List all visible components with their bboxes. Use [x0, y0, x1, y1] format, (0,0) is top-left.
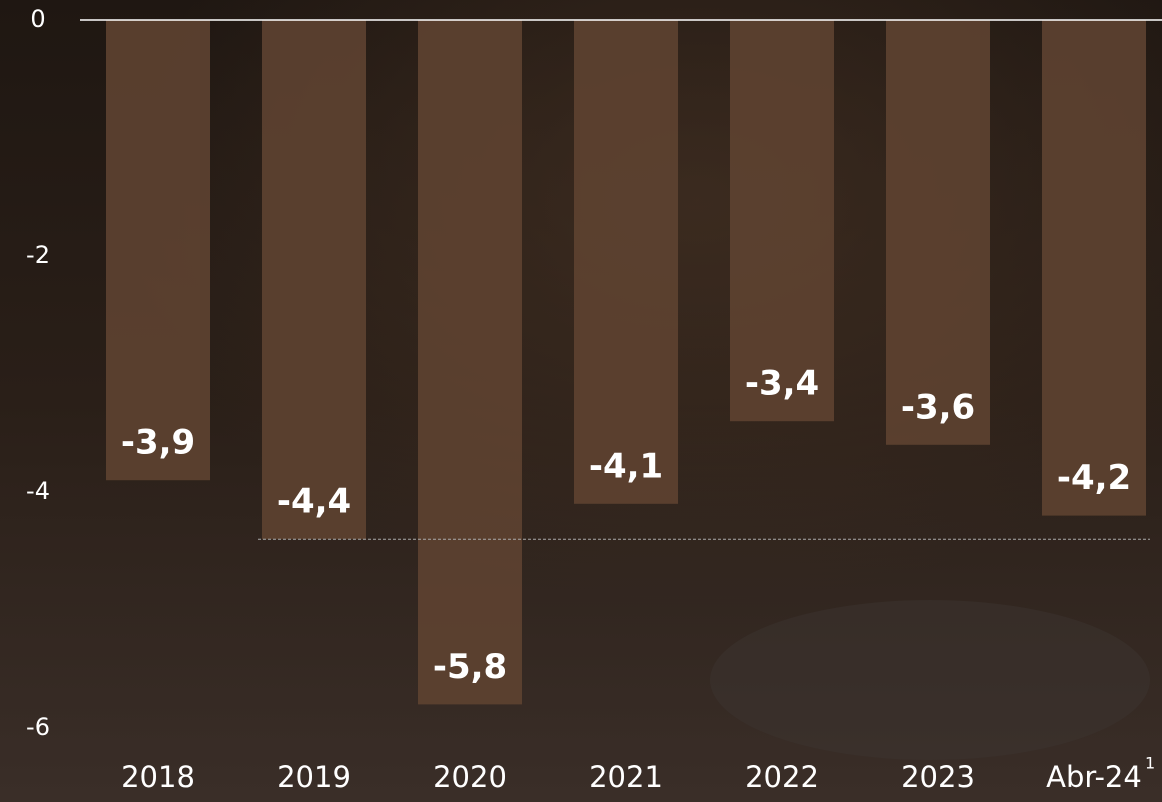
bar	[262, 20, 366, 540]
bar	[574, 20, 678, 504]
background-shape	[710, 600, 1150, 760]
value-label: -3,4	[745, 364, 819, 404]
y-tick-label: -4	[26, 477, 50, 505]
x-tick-label: 2021	[589, 760, 663, 794]
bar	[1042, 20, 1146, 516]
value-label: -4,2	[1057, 458, 1131, 498]
x-tick-label: 2019	[277, 760, 351, 794]
y-tick-label: -2	[26, 241, 50, 269]
footnote-mark: 1	[1145, 754, 1155, 773]
x-tick-label: 2020	[433, 760, 507, 794]
x-tick-label: Abr-24	[1046, 760, 1142, 794]
bar	[730, 20, 834, 422]
value-label: -4,1	[589, 446, 663, 486]
bar	[418, 20, 522, 705]
value-label: -3,9	[121, 423, 195, 463]
x-tick-label: 2018	[121, 760, 195, 794]
y-tick-label: 0	[30, 5, 45, 33]
bar	[106, 20, 210, 481]
y-tick-label: -6	[26, 713, 50, 741]
value-label: -4,4	[277, 482, 351, 522]
value-label: -5,8	[433, 647, 507, 687]
value-label: -3,6	[901, 387, 975, 427]
x-tick-label: 2022	[745, 760, 819, 794]
x-tick-label: 2023	[901, 760, 975, 794]
bar	[886, 20, 990, 445]
